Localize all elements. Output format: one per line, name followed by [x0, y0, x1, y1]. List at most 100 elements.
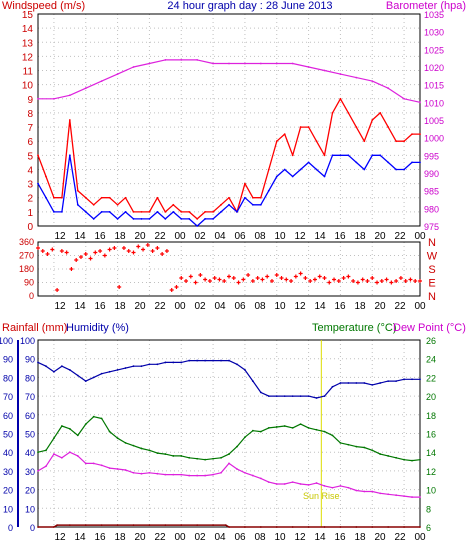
wind-average-line-point [172, 210, 175, 213]
wind-direction-point [45, 252, 50, 256]
wind-average-line-point [196, 225, 199, 227]
wind-direction-point [327, 280, 332, 285]
humidity-axis-title: Humidity (%) [66, 322, 129, 334]
x-tick-label: 04 [214, 231, 226, 242]
wind-gust-line-point [60, 196, 63, 199]
temperature-tick-label: 16 [426, 430, 436, 440]
wind-average-line-point [355, 161, 358, 164]
temperature-line-point [283, 425, 286, 427]
x-tick-label: 10 [274, 231, 286, 242]
humidity-line-point [53, 370, 55, 373]
wind-direction-point [274, 273, 279, 277]
wind-average-line-point [371, 154, 374, 157]
temperature-line-point [403, 458, 405, 461]
barometer-tick-label: 1035 [424, 10, 444, 20]
temperature-line-point [387, 455, 390, 457]
rainfall-line-point [212, 524, 214, 527]
x-tick-label: 20 [374, 532, 386, 543]
x-tick-label: 22 [154, 532, 166, 543]
wind-gust-line-point [132, 210, 135, 213]
wind-direction-point [88, 256, 93, 261]
barometer-line-point [387, 87, 390, 90]
temperature-line-point [180, 455, 183, 457]
humidity-line-point [419, 378, 421, 381]
wind-gust-line-point [53, 196, 55, 199]
barometer-line-point [275, 62, 278, 65]
rainfall-line-point [37, 526, 39, 528]
wind-gust-line-point [204, 210, 207, 213]
humidity-line-point [37, 361, 39, 364]
wind-average-line-point [53, 210, 55, 213]
wind-gust-line-point [363, 140, 366, 143]
rainfall-axis-title: Rainfall (mm) [2, 322, 67, 334]
temperature-line-point [275, 426, 278, 428]
temperature-line-point [307, 426, 310, 429]
dewpoint-line-point [180, 473, 183, 476]
barometer-tick-label: 995 [424, 151, 439, 161]
temperature-line-point [220, 456, 222, 459]
wind-gust-line-point [84, 196, 87, 199]
wind-direction-point [164, 249, 169, 253]
wind-average-line-point [116, 218, 119, 220]
wind-average-line-point [68, 154, 71, 157]
rainfall-line-point [228, 526, 230, 528]
temperature-line-point [395, 456, 398, 459]
humidity-line-point [307, 395, 310, 397]
humidity-line-point [100, 372, 103, 375]
wind-direction-point [408, 277, 413, 282]
wind-direction-point [179, 276, 184, 280]
x-tick-label: 10 [274, 532, 286, 543]
wind-average-line-point [267, 189, 270, 192]
humidity-line-point [108, 370, 111, 373]
temperature-line-point [267, 426, 270, 429]
x-tick-label: 18 [114, 231, 126, 242]
humidity-line-point [164, 361, 167, 364]
x-tick-label: 02 [194, 532, 206, 543]
wind-gust-line-point [244, 182, 246, 185]
windspeed-tick-label: 1 [27, 208, 33, 219]
dewpoint-line-point [53, 453, 55, 455]
wind-average-line-point [228, 203, 230, 206]
wind-direction-point [203, 277, 208, 282]
temperature-line-point [164, 453, 167, 455]
wind-direction-point [40, 249, 45, 253]
wind-direction-point [298, 271, 303, 276]
wind-gust-line-point [387, 126, 390, 128]
rainfall-tick-label: 20 [3, 486, 13, 496]
wind-average-line-point [45, 196, 47, 199]
x-tick-label: 00 [174, 301, 186, 312]
wind-direction-point [93, 250, 98, 255]
wind-direction-point [59, 249, 64, 253]
barometer-tick-label: 980 [424, 204, 439, 214]
x-tick-label: 08 [254, 301, 266, 312]
wind-direction-point [265, 274, 270, 279]
wind-average-line-point [60, 210, 63, 213]
humidity-line-point [259, 391, 262, 394]
wind-average-line-point [100, 210, 103, 213]
barometer-line-point [53, 97, 55, 100]
temperature-line-point [339, 441, 342, 444]
temperature-line-point [148, 449, 151, 452]
temperature-line-point [196, 457, 199, 460]
temperature-tick-label: 12 [426, 467, 436, 477]
dewpoint-line-point [379, 492, 382, 495]
temperature-tick-label: 26 [426, 336, 436, 346]
dewpoint-line-point [307, 484, 310, 486]
wind-direction-point [188, 274, 193, 279]
temperature-line-point [204, 458, 207, 461]
windspeed-tick-label: 9 [27, 95, 33, 106]
wind-average-line-point [188, 218, 191, 220]
rainfall-tick-label: 90 [3, 355, 13, 365]
humidity-line-point [331, 385, 334, 388]
barometer-line-point [116, 73, 119, 75]
temperature-line-point [355, 445, 358, 448]
dewpoint-line-point [236, 468, 238, 470]
wind-gust-line-point [323, 154, 326, 157]
rainfall-tick-label: 70 [3, 392, 13, 402]
temperature-line-point [244, 436, 246, 439]
dewpoint-line-point [299, 483, 302, 485]
wind-direction-point [198, 273, 203, 277]
x-tick-label: 16 [334, 301, 346, 312]
wind-average-line-point [331, 154, 334, 157]
wind-average-line-point [140, 218, 143, 220]
